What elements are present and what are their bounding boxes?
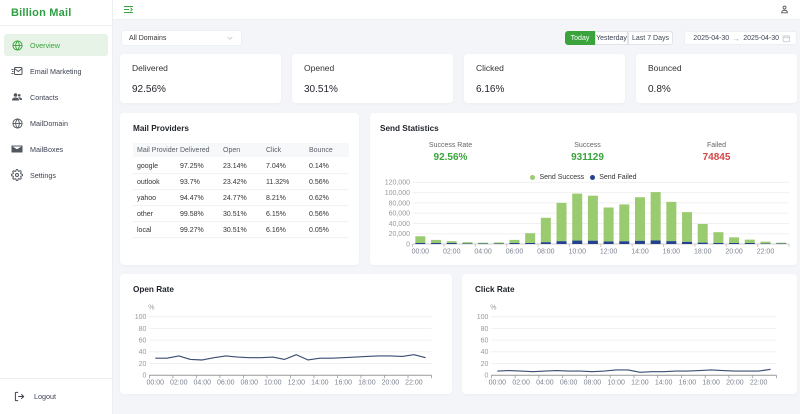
svg-text:%: % <box>490 305 496 312</box>
svg-text:20,000: 20,000 <box>389 231 411 238</box>
svg-text:0: 0 <box>142 373 146 380</box>
svg-text:12:00: 12:00 <box>631 380 649 387</box>
svg-text:%: % <box>148 305 154 312</box>
svg-text:20:00: 20:00 <box>382 380 400 387</box>
svg-text:22:00: 22:00 <box>757 249 775 256</box>
svg-text:04:00: 04:00 <box>536 380 554 387</box>
svg-text:02:00: 02:00 <box>170 380 188 387</box>
svg-text:18:00: 18:00 <box>358 380 376 387</box>
svg-text:40: 40 <box>481 349 489 356</box>
svg-text:02:00: 02:00 <box>443 249 461 256</box>
svg-text:40: 40 <box>139 349 147 356</box>
svg-text:16:00: 16:00 <box>663 249 681 256</box>
svg-text:120,000: 120,000 <box>385 180 410 187</box>
svg-text:10:00: 10:00 <box>607 380 625 387</box>
svg-text:80,000: 80,000 <box>389 200 411 207</box>
svg-text:18:00: 18:00 <box>702 380 720 387</box>
svg-text:12:00: 12:00 <box>600 249 618 256</box>
svg-text:04:00: 04:00 <box>474 249 492 256</box>
svg-text:06:00: 06:00 <box>217 380 235 387</box>
svg-text:00:00: 00:00 <box>489 380 507 387</box>
svg-text:100,000: 100,000 <box>385 190 410 197</box>
svg-text:80: 80 <box>139 326 147 333</box>
svg-text:14:00: 14:00 <box>655 380 673 387</box>
svg-text:08:00: 08:00 <box>537 249 555 256</box>
svg-text:60,000: 60,000 <box>389 211 411 218</box>
svg-text:80: 80 <box>481 326 489 333</box>
svg-text:0: 0 <box>406 241 410 248</box>
svg-text:10:00: 10:00 <box>568 249 586 256</box>
svg-text:08:00: 08:00 <box>241 380 259 387</box>
svg-text:20: 20 <box>139 361 147 368</box>
svg-text:06:00: 06:00 <box>506 249 524 256</box>
svg-text:22:00: 22:00 <box>405 380 423 387</box>
svg-text:18:00: 18:00 <box>694 249 712 256</box>
svg-text:22:00: 22:00 <box>750 380 768 387</box>
svg-text:60: 60 <box>139 338 147 345</box>
svg-text:04:00: 04:00 <box>194 380 212 387</box>
svg-text:12:00: 12:00 <box>288 380 306 387</box>
svg-text:06:00: 06:00 <box>560 380 578 387</box>
svg-text:10:00: 10:00 <box>264 380 282 387</box>
svg-text:00:00: 00:00 <box>412 249 430 256</box>
svg-text:16:00: 16:00 <box>679 380 697 387</box>
svg-text:20:00: 20:00 <box>725 249 743 256</box>
svg-text:00:00: 00:00 <box>147 380 165 387</box>
svg-text:02:00: 02:00 <box>512 380 530 387</box>
svg-text:20: 20 <box>481 361 489 368</box>
svg-text:14:00: 14:00 <box>311 380 329 387</box>
svg-text:100: 100 <box>477 314 489 321</box>
svg-text:60: 60 <box>481 338 489 345</box>
svg-text:100: 100 <box>135 314 147 321</box>
svg-text:14:00: 14:00 <box>631 249 649 256</box>
svg-text:0: 0 <box>484 373 488 380</box>
svg-text:20:00: 20:00 <box>726 380 744 387</box>
svg-text:08:00: 08:00 <box>584 380 602 387</box>
svg-text:40,000: 40,000 <box>389 221 411 228</box>
svg-text:16:00: 16:00 <box>335 380 353 387</box>
